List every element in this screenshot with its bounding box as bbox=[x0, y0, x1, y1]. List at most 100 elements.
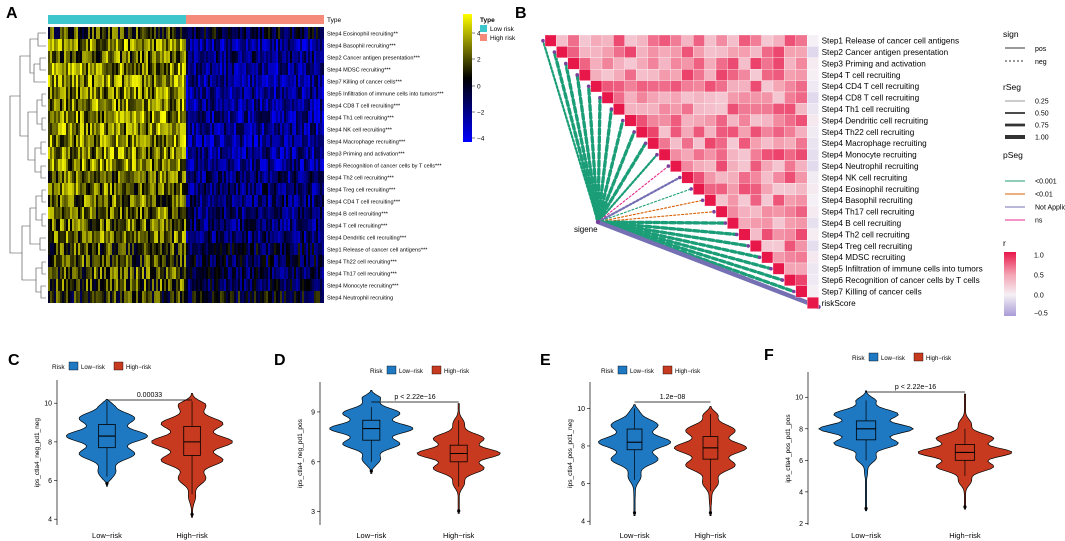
heatmap-cell bbox=[270, 147, 273, 159]
heatmap-cell bbox=[296, 147, 299, 159]
heatmap-cell bbox=[264, 231, 267, 243]
heatmap-cell bbox=[84, 195, 87, 207]
y-tick-label: 4 bbox=[48, 517, 52, 524]
heatmap-cell bbox=[260, 183, 263, 195]
heatmap-cell bbox=[248, 279, 251, 291]
heatmap-cell bbox=[320, 243, 323, 255]
heatmap-cell bbox=[110, 243, 113, 255]
heatmap-cell bbox=[216, 195, 219, 207]
correlation-cell bbox=[795, 240, 808, 252]
correlation-cell bbox=[795, 80, 808, 93]
heatmap-cell bbox=[82, 87, 85, 99]
heatmap-cell bbox=[102, 123, 105, 135]
heatmap-cell bbox=[182, 243, 185, 255]
heatmap-cell bbox=[168, 39, 171, 51]
heatmap-cell bbox=[200, 51, 203, 63]
heatmap-cell bbox=[272, 291, 275, 303]
heatmap-cell bbox=[50, 219, 53, 231]
heatmap-cell bbox=[290, 99, 293, 111]
heatmap-cell bbox=[294, 75, 297, 87]
heatmap-cell bbox=[262, 291, 265, 303]
heatmap-cell bbox=[176, 51, 179, 63]
heatmap-cell bbox=[92, 231, 95, 243]
heatmap-cell bbox=[62, 99, 65, 111]
heatmap-cell bbox=[130, 159, 133, 171]
heatmap-cell bbox=[298, 267, 301, 279]
heatmap-cell bbox=[248, 111, 251, 123]
heatmap-cell bbox=[112, 279, 115, 291]
heatmap-cell bbox=[300, 63, 303, 75]
heatmap-cell bbox=[156, 243, 159, 255]
heatmap-cell bbox=[322, 111, 324, 123]
heatmap-cell bbox=[148, 207, 151, 219]
heatmap-cell bbox=[276, 231, 279, 243]
heatmap-cell bbox=[228, 87, 231, 99]
heatmap-cell bbox=[198, 267, 201, 279]
correlation-cell bbox=[658, 46, 671, 58]
heatmap-cell bbox=[226, 39, 229, 51]
heatmap-cell bbox=[156, 279, 159, 291]
heatmap-cell bbox=[310, 111, 313, 123]
correlation-cell bbox=[647, 137, 660, 150]
heatmap-cell bbox=[168, 147, 171, 159]
heatmap-cell bbox=[320, 267, 323, 279]
heatmap-cell bbox=[116, 195, 119, 207]
heatmap-cell bbox=[108, 111, 111, 123]
heatmap-cell bbox=[142, 219, 145, 231]
heatmap-cell bbox=[236, 111, 239, 123]
heatmap-cell bbox=[140, 279, 143, 291]
heatmap-cell bbox=[220, 87, 223, 99]
heatmap-cell bbox=[178, 111, 181, 123]
heatmap-cell bbox=[172, 231, 175, 243]
heatmap-cell bbox=[224, 171, 227, 183]
heatmap-row-label: Step6 Recognition of cancer cells by T c… bbox=[327, 164, 442, 170]
correlation-cell bbox=[704, 80, 717, 93]
correlation-cell bbox=[670, 34, 682, 47]
legend-high-swatch bbox=[480, 34, 487, 41]
heatmap-cell bbox=[116, 135, 119, 147]
heatmap-cell bbox=[178, 219, 181, 231]
heatmap-cell bbox=[140, 267, 143, 279]
correlation-link bbox=[597, 188, 692, 223]
heatmap-cell bbox=[150, 219, 153, 231]
heatmap-cell bbox=[282, 243, 285, 255]
sigene-node bbox=[596, 220, 600, 224]
heatmap-cell bbox=[248, 147, 251, 159]
heatmap-cell bbox=[274, 207, 277, 219]
heatmap-cell bbox=[228, 291, 231, 303]
heatmap-cell bbox=[114, 99, 117, 111]
heatmap-cell bbox=[194, 39, 197, 51]
heatmap-cell bbox=[52, 243, 55, 255]
heatmap-cell bbox=[128, 195, 131, 207]
heatmap-cell bbox=[280, 63, 283, 75]
heatmap-cell bbox=[316, 183, 319, 195]
legend-low-label: Low−risk bbox=[399, 369, 424, 375]
heatmap-cell bbox=[300, 99, 303, 111]
heatmap-cell bbox=[236, 75, 239, 87]
heatmap-cell bbox=[136, 231, 139, 243]
heatmap-cell bbox=[148, 183, 151, 195]
correlation-cell bbox=[681, 46, 694, 58]
heatmap-cell bbox=[204, 291, 207, 303]
heatmap-cell bbox=[202, 75, 205, 87]
heatmap-cell bbox=[166, 231, 169, 243]
heatmap-cell bbox=[96, 111, 99, 123]
heatmap-cell bbox=[316, 87, 319, 99]
heatmap-cell bbox=[250, 219, 253, 231]
heatmap-cell bbox=[182, 291, 185, 303]
heatmap-cell bbox=[298, 39, 301, 51]
heatmap-cell bbox=[54, 87, 57, 99]
heatmap-row-label: Step4 Treg cell recruiting*** bbox=[327, 188, 396, 194]
heatmap-cell bbox=[234, 183, 237, 195]
correlation-link-end bbox=[552, 50, 557, 54]
heatmap-cell bbox=[170, 267, 173, 279]
heatmap-cell bbox=[66, 111, 69, 123]
heatmap-cell bbox=[270, 219, 273, 231]
heatmap-cell bbox=[152, 243, 155, 255]
heatmap-cell bbox=[168, 111, 171, 123]
heatmap-cell bbox=[286, 87, 289, 99]
heatmap-cell bbox=[150, 27, 153, 39]
y-tick-label: 8 bbox=[799, 426, 803, 433]
heatmap-cell bbox=[304, 51, 307, 63]
heatmap-cell bbox=[258, 267, 261, 279]
